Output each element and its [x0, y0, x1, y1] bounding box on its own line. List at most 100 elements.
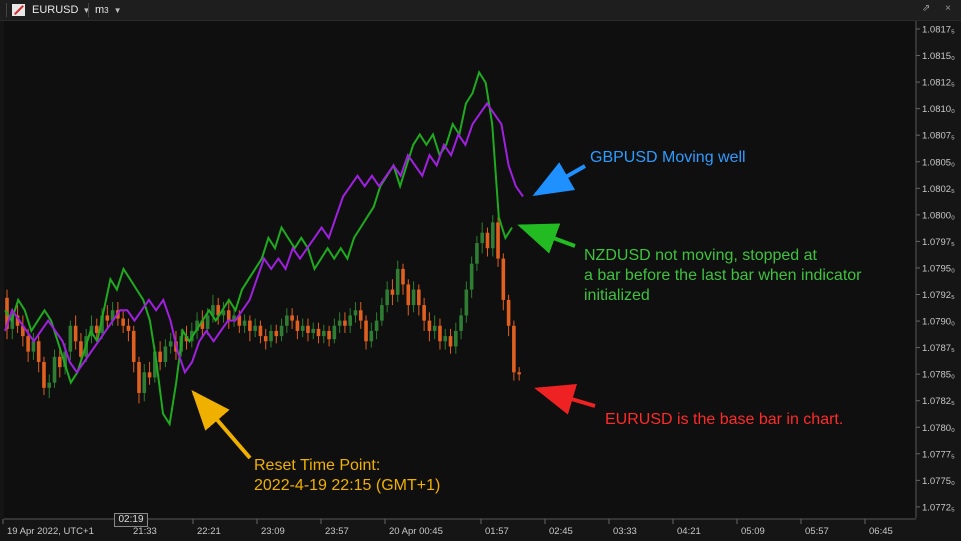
- candle-body: [327, 330, 331, 340]
- candle-body: [427, 320, 432, 331]
- candle-body: [417, 289, 421, 306]
- candle-body: [158, 351, 162, 362]
- annotation-line: 2022-4-19 22:15 (GMT+1): [254, 477, 441, 494]
- x-axis: 19 Apr 2022, UTC+1 21:33 22:21 23:09 23:57 20…: [2, 518, 916, 537]
- y-tick-label: 1.0795₀: [922, 263, 955, 274]
- candle-body: [369, 330, 374, 342]
- toolbar-divider: [88, 3, 89, 17]
- candle-body: [110, 310, 115, 321]
- y-tick-label: 1.0790₀: [922, 317, 955, 328]
- candle-body: [285, 315, 289, 326]
- candle-body: [279, 325, 284, 337]
- annotation-line: Reset Time Point:: [254, 457, 381, 474]
- candle-body: [121, 318, 125, 326]
- candle-body: [306, 325, 310, 334]
- plot-area[interactable]: [4, 21, 915, 518]
- y-tick-label: 1.0787₅: [922, 343, 955, 354]
- x-tick-label: 05:57: [805, 526, 829, 537]
- candle-body: [459, 315, 463, 331]
- candle-body: [364, 320, 368, 342]
- candle-body: [221, 310, 226, 316]
- candles-group: [5, 215, 521, 404]
- candle-body: [517, 372, 521, 375]
- eurusd-annotation: EURUSD is the base bar in chart.: [605, 410, 843, 430]
- y-tick-label: 1.0792₅: [922, 290, 955, 301]
- x-tick-label: 21:33: [133, 526, 157, 537]
- candle-body: [322, 330, 326, 337]
- y-tick-label: 1.0812₅: [922, 78, 955, 89]
- candle-body: [79, 341, 83, 357]
- candle-body: [205, 315, 210, 329]
- x-tick-label: 23:57: [325, 526, 349, 537]
- chevron-down-icon: ▼: [82, 5, 91, 15]
- gbpusd-annotation: GBPUSD Moving well: [590, 148, 746, 168]
- candle-body: [168, 341, 173, 347]
- candle-body: [422, 305, 426, 321]
- candle-body: [226, 310, 231, 321]
- candle-body: [73, 325, 78, 342]
- candle-body: [385, 289, 389, 306]
- candle-body: [242, 320, 247, 326]
- annotation-line: a bar before the last bar when indicator: [584, 267, 862, 284]
- candle-body: [480, 232, 484, 244]
- symbol-label: EURUSD: [32, 4, 79, 16]
- candle-body: [237, 315, 242, 326]
- candle-body: [15, 315, 20, 326]
- candle-body: [269, 330, 273, 342]
- candle-body: [36, 341, 41, 362]
- y-tick-label: 1.0777₅: [922, 449, 955, 460]
- candle-body: [353, 310, 358, 316]
- candle-body: [126, 325, 131, 331]
- chart-window-icon[interactable]: [12, 4, 25, 16]
- candle-body: [216, 305, 220, 316]
- y-tick-label: 1.0775₀: [922, 476, 955, 487]
- candle-body: [195, 320, 199, 331]
- candle-body: [52, 356, 57, 383]
- eur-arrow: [534, 383, 596, 415]
- candle-body: [105, 315, 110, 321]
- candle-body: [464, 289, 469, 316]
- x-tick-label: 01:57: [485, 526, 509, 537]
- timeframe-label: m: [95, 4, 105, 16]
- candle-body: [100, 315, 104, 334]
- candle-body: [374, 320, 379, 331]
- candle-body: [443, 336, 448, 342]
- candle-body: [300, 325, 305, 331]
- nzd-arrow: [517, 223, 576, 254]
- toolbar-divider: [6, 3, 7, 17]
- candle-body: [311, 328, 316, 334]
- candle-body: [316, 328, 321, 337]
- candle-body: [454, 330, 458, 347]
- candle-body: [200, 320, 205, 329]
- candle-body: [332, 325, 337, 340]
- candle-body: [274, 330, 279, 337]
- series-line-gbpusd: [4, 101, 524, 375]
- candle-body: [390, 289, 395, 295]
- candle-body: [248, 320, 252, 331]
- candle-body: [258, 325, 263, 337]
- candle-body: [406, 284, 411, 306]
- x-tick-label: 04:21: [677, 526, 701, 537]
- x-tick-label: 05:09: [741, 526, 765, 537]
- candle-body: [10, 315, 15, 329]
- candle-body: [475, 243, 479, 264]
- y-tick-label: 1.0817₅: [922, 25, 955, 36]
- candle-body: [358, 310, 363, 321]
- x-tick-label: 23:09: [261, 526, 285, 537]
- gbp-arrow: [532, 162, 586, 196]
- timeframe-sub-label: 3: [104, 5, 109, 15]
- y-tick-label: 1.0782₅: [922, 396, 955, 407]
- reset-time-annotation: Reset Time Point: 2022-4-19 22:15 (GMT+1…: [254, 456, 440, 496]
- candle-body: [512, 325, 516, 373]
- y-tick-label: 1.0802₅: [922, 184, 955, 195]
- candle-body: [337, 320, 342, 326]
- window-buttons[interactable]: ⇗ ×: [922, 3, 957, 14]
- y-tick-label: 1.0815₀: [922, 51, 955, 62]
- y-tick-label: 1.0780₀: [922, 423, 955, 434]
- candle-body: [63, 351, 67, 368]
- candle-body: [58, 356, 62, 368]
- symbol-selector[interactable]: EURUSD ▼: [32, 3, 90, 17]
